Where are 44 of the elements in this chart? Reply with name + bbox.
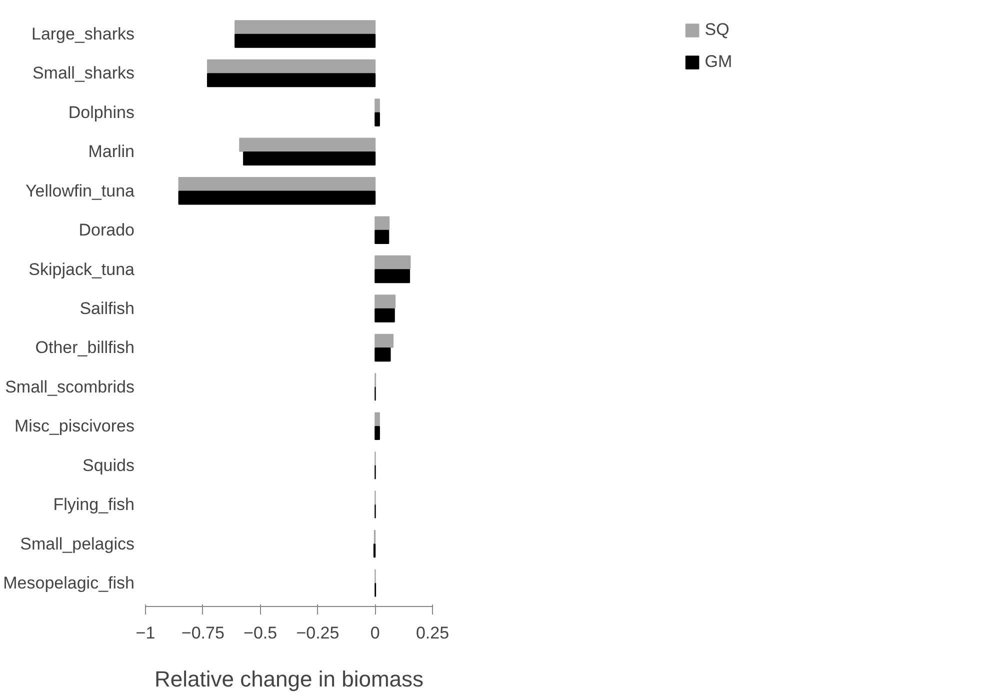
bar [374, 334, 394, 348]
bar [374, 216, 390, 230]
y-tick-label: Dorado [78, 220, 135, 240]
x-tick-label: 0.25 [416, 624, 450, 642]
x-axis-title: Relative change in biomass [154, 666, 424, 692]
legend-label: GM [704, 52, 732, 72]
y-tick-label: Large_sharks [31, 24, 135, 44]
y-tick-label: Small_sharks [32, 64, 135, 83]
bar [374, 426, 380, 440]
y-tick-label: Skipjack_tuna [28, 260, 136, 279]
bar [374, 269, 410, 284]
y-tick-label: Mesopelagic_fish [3, 573, 135, 592]
bar [178, 176, 376, 192]
bar [239, 138, 376, 152]
y-tick-label: Marlin [88, 142, 135, 162]
bar [374, 255, 411, 270]
x-tick-label: −0.75 [181, 624, 224, 642]
y-tick-label: Squids [82, 456, 135, 475]
bar [374, 412, 380, 426]
y-tick-label: Other_billfish [35, 338, 135, 358]
bar [374, 98, 380, 113]
y-tick-label: Sailfish [80, 299, 135, 318]
y-tick-label: Misc_piscivores [14, 416, 135, 436]
x-tick-label: −1 [136, 624, 156, 642]
bar [234, 34, 376, 48]
bar [234, 20, 376, 34]
y-tick-label: Flying_fish [53, 495, 135, 514]
bar [374, 230, 390, 244]
bar [243, 152, 376, 166]
y-tick-label: Small_scombrids [5, 377, 135, 396]
x-tick-label: −0.25 [296, 624, 340, 642]
bar [206, 59, 376, 74]
legend-label: SQ [704, 20, 730, 40]
bar [374, 308, 395, 322]
x-tick-label: −0.5 [244, 624, 278, 642]
bar [206, 73, 376, 88]
x-tick-label: 0 [370, 624, 380, 642]
y-tick-label: Dolphins [68, 102, 135, 122]
bar [374, 348, 391, 362]
y-tick-label: Small_pelagics [20, 534, 135, 554]
bar [374, 112, 380, 126]
bar [178, 190, 376, 205]
y-tick-label: Yellowfin_tuna [25, 181, 136, 200]
bar [374, 294, 396, 309]
